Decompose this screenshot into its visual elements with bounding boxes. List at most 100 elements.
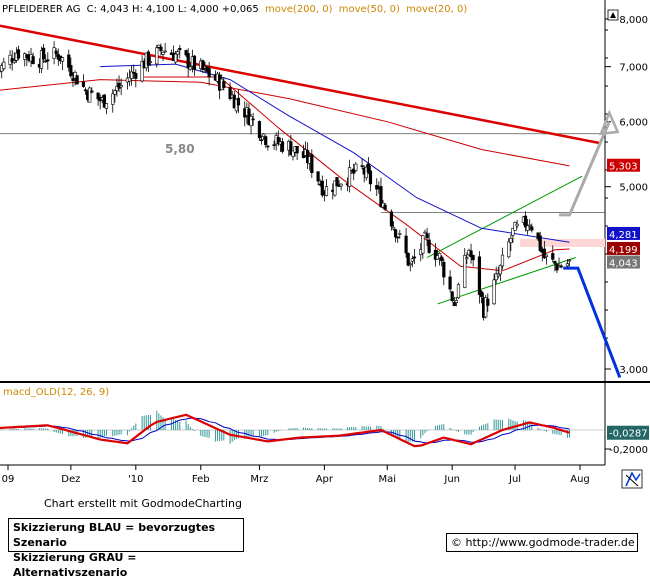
chart-title: PFLEIDERER AG C: 4,043 H: 4,100 L: 4,000… — [2, 4, 467, 15]
candle-body — [207, 68, 211, 78]
candle-body — [396, 236, 400, 239]
candle-body — [448, 276, 452, 290]
candle-body — [157, 44, 161, 48]
candle-body — [438, 253, 442, 259]
candle-body — [404, 235, 408, 254]
candle-body — [81, 81, 86, 87]
candlesticks — [0, 41, 572, 321]
candle-body — [83, 89, 88, 92]
candle-body — [454, 300, 458, 303]
candle-body — [257, 121, 262, 139]
candle-body — [111, 93, 115, 105]
candle-body — [509, 238, 513, 243]
source-url-link[interactable]: © http://www.godmode-trader.de — [446, 533, 638, 552]
candle-body — [442, 261, 446, 278]
x-tick-label: Mai — [378, 474, 396, 485]
candle-body — [452, 301, 456, 307]
grey-scenario-arrowhead — [599, 109, 620, 136]
candle-body — [184, 50, 188, 56]
y-tick-label: 7,000 — [619, 63, 648, 74]
candle-body — [553, 261, 557, 264]
candle-body — [515, 223, 519, 227]
candle-body — [42, 47, 46, 60]
candle-body — [523, 215, 528, 228]
price-chart: 8,000 7,000 6,000 5,000 3,000 09 Dez '10 Feb Mrz A… — [0, 0, 650, 489]
candle-body — [159, 46, 163, 52]
candle-body — [104, 103, 109, 110]
y-tick-label: 8,000 — [619, 15, 648, 26]
candle-body — [394, 229, 398, 238]
candle-body — [201, 60, 205, 70]
candle-body — [565, 263, 570, 267]
badge-ma20-text: 4,199 — [609, 245, 638, 256]
candle-body — [88, 87, 92, 103]
candle-body — [427, 239, 431, 253]
support-label: 5,80 — [165, 142, 195, 156]
candle-body — [96, 92, 100, 100]
candle-body — [379, 186, 383, 208]
value-badges: 5,303 4,281 4,199 4,043 -0,0287 — [607, 158, 649, 440]
candle-body — [127, 77, 132, 82]
candle-body — [192, 55, 197, 70]
candle-body — [310, 154, 314, 174]
candle-body — [119, 85, 123, 88]
macd-panel — [0, 410, 605, 448]
ma50-line — [100, 63, 570, 243]
candle-body — [498, 264, 502, 275]
candle-body — [389, 211, 394, 227]
candle-body — [486, 298, 490, 306]
candle-body — [469, 250, 473, 258]
candle-body — [272, 144, 276, 146]
candle-body — [335, 177, 339, 187]
candle-body — [10, 58, 14, 63]
candle-body — [433, 249, 438, 260]
candle-body — [408, 263, 412, 266]
candle-body — [2, 61, 6, 69]
candle-body — [44, 60, 48, 63]
candle-body — [410, 258, 414, 262]
candle-body — [347, 167, 352, 187]
candle-body — [54, 50, 58, 55]
candle-body — [496, 273, 500, 277]
candle-body — [494, 273, 498, 281]
candle-body — [69, 65, 73, 77]
candle-body — [60, 57, 65, 62]
scroll-up-icon[interactable] — [607, 9, 619, 21]
x-tick-label: Jun — [443, 474, 460, 485]
candle-body — [176, 51, 180, 55]
candle-body — [456, 284, 461, 299]
candle-body — [130, 71, 134, 79]
candle-body — [477, 256, 482, 296]
x-tick-label: Jul — [508, 474, 521, 485]
candle-body — [222, 81, 226, 88]
ma20-line — [144, 76, 570, 272]
candle-body — [551, 253, 555, 260]
candle-body — [421, 235, 425, 254]
candle-body — [249, 116, 253, 127]
candle-body — [360, 165, 364, 167]
candle-body — [513, 222, 517, 231]
candle-body — [352, 168, 356, 174]
candle-body — [146, 51, 150, 66]
candle-body — [544, 254, 549, 257]
candle-body — [67, 54, 71, 68]
candle-body — [383, 204, 387, 210]
candle-body — [530, 226, 534, 231]
badge-macd-text: -0,0287 — [609, 429, 648, 440]
chart-credit: Chart erstellt mit GodmodeCharting — [44, 497, 242, 510]
candle-body — [264, 136, 268, 146]
candle-body — [333, 180, 337, 196]
candle-body — [132, 72, 136, 74]
candle-body — [276, 137, 280, 145]
candle-body — [161, 51, 165, 55]
candle-body — [398, 233, 402, 235]
candle-body — [134, 73, 138, 79]
chart-settings-icon[interactable] — [621, 469, 643, 489]
macd-title: macd_OLD(12, 26, 9) — [3, 387, 109, 398]
x-tick-label: Apr — [316, 474, 334, 485]
y-tick-label: 5,000 — [619, 183, 648, 194]
axes-ticks: 8,000 7,000 6,000 5,000 3,000 09 Dez '10 Feb Mrz A… — [2, 15, 648, 485]
legend-blue-scenario: Skizzierung BLAU = bevorzugtes Szenario — [13, 521, 216, 549]
y-tick-label: 3,000 — [619, 365, 648, 376]
candle-body — [16, 49, 21, 59]
